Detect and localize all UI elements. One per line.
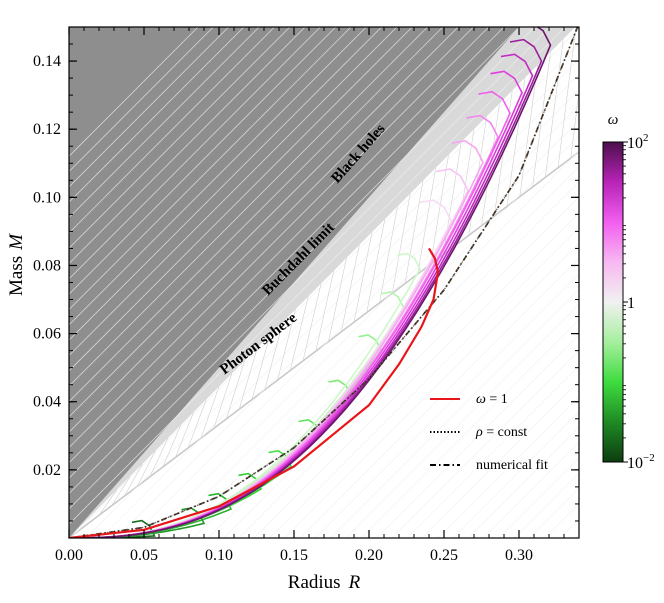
x-tick-label: 0.05 bbox=[130, 547, 158, 564]
colorbar-tick-label: 10−2 bbox=[627, 452, 655, 472]
x-tick-label: 0.25 bbox=[430, 547, 458, 564]
y-tick-label: 0.10 bbox=[33, 189, 61, 206]
y-tick-label: 0.02 bbox=[33, 462, 61, 479]
legend-label: ρ = const bbox=[475, 425, 527, 440]
colorbar-tick-label: 102 bbox=[627, 132, 649, 152]
y-axis-label: MassM bbox=[6, 233, 27, 296]
x-tick-label: 0.00 bbox=[55, 547, 83, 564]
y-tick-label: 0.06 bbox=[33, 326, 61, 343]
colorbar bbox=[603, 142, 623, 462]
legend-label: ω = 1 bbox=[476, 392, 508, 407]
x-tick-label: 0.15 bbox=[280, 547, 308, 564]
legend-label: numerical fit bbox=[476, 458, 548, 473]
y-tick-label: 0.12 bbox=[33, 121, 61, 138]
y-tick-label: 0.08 bbox=[33, 257, 61, 274]
x-tick-label: 0.10 bbox=[205, 547, 233, 564]
y-tick-label: 0.14 bbox=[33, 53, 61, 70]
colorbar-label: ω bbox=[608, 112, 619, 128]
colorbar-tick-label: 1 bbox=[627, 295, 635, 312]
x-tick-label: 0.20 bbox=[355, 547, 383, 564]
x-tick-label: 0.30 bbox=[505, 547, 533, 564]
y-tick-label: 0.04 bbox=[33, 394, 61, 411]
